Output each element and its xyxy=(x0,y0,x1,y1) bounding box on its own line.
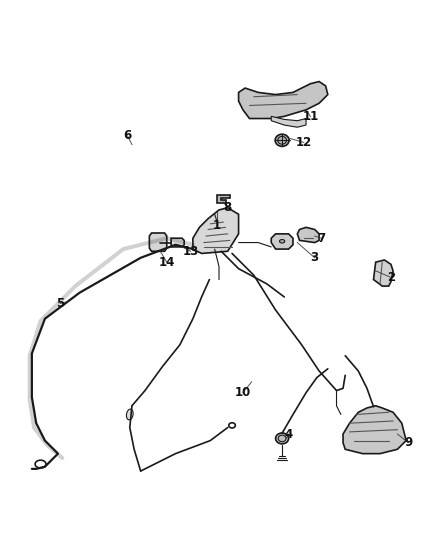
Ellipse shape xyxy=(127,409,133,420)
Text: 1: 1 xyxy=(213,219,221,232)
Text: 13: 13 xyxy=(183,245,199,258)
Text: 8: 8 xyxy=(223,201,232,214)
Text: 9: 9 xyxy=(404,437,413,449)
Polygon shape xyxy=(374,260,393,286)
Polygon shape xyxy=(239,82,328,118)
Text: 3: 3 xyxy=(311,251,319,264)
Polygon shape xyxy=(271,116,306,127)
Text: 12: 12 xyxy=(296,136,312,149)
Text: 11: 11 xyxy=(302,110,318,123)
Text: 5: 5 xyxy=(56,297,64,310)
Text: 4: 4 xyxy=(285,427,293,441)
Polygon shape xyxy=(217,195,230,204)
Polygon shape xyxy=(193,208,239,254)
Text: 10: 10 xyxy=(235,386,251,399)
Ellipse shape xyxy=(276,433,289,444)
Polygon shape xyxy=(271,234,293,249)
Polygon shape xyxy=(297,228,319,243)
Text: 14: 14 xyxy=(159,256,175,269)
Polygon shape xyxy=(171,238,184,247)
Ellipse shape xyxy=(279,239,285,243)
Text: 7: 7 xyxy=(317,232,325,245)
Ellipse shape xyxy=(275,134,289,147)
Polygon shape xyxy=(343,406,406,454)
Text: 6: 6 xyxy=(124,130,132,142)
Polygon shape xyxy=(149,233,167,251)
Text: 2: 2 xyxy=(387,271,395,284)
